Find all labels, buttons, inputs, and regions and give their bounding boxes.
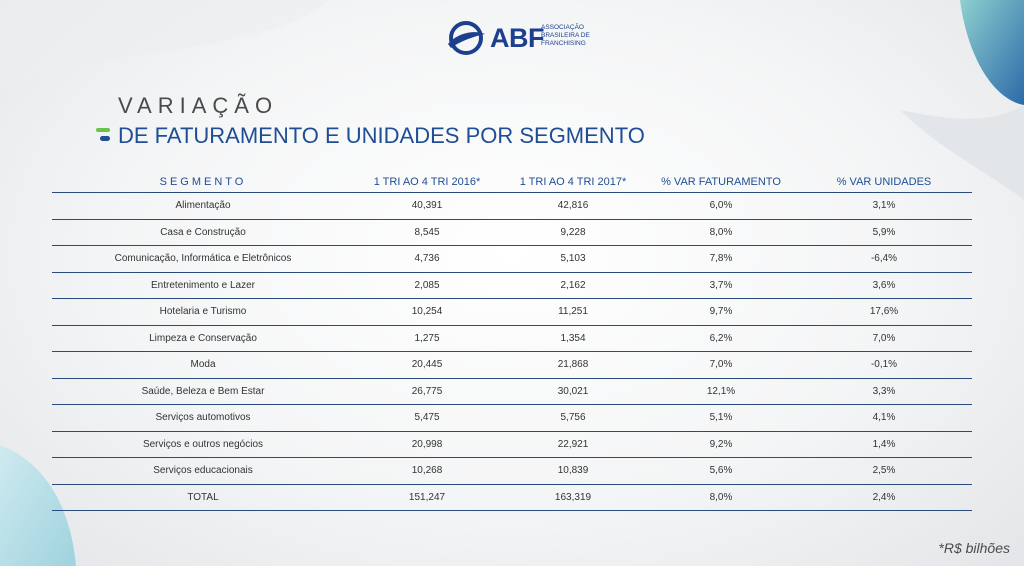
- cell-segment: Moda: [52, 351, 354, 379]
- cell-2017: 10,839: [500, 457, 646, 485]
- cell-var-unidades: 3,6%: [796, 272, 972, 299]
- cell-var-unidades: 2,5%: [796, 457, 972, 485]
- cell-var-unidades: -0,1%: [796, 351, 972, 379]
- cell-segment: Alimentação: [52, 192, 354, 220]
- cell-var-unidades: 17,6%: [796, 298, 972, 326]
- cell-var-unidades: 2,4%: [796, 484, 972, 511]
- title-accent-icon: [96, 128, 110, 141]
- cell-segment: Limpeza e Conservação: [52, 325, 354, 352]
- cell-segment: Hotelaria e Turismo: [52, 298, 354, 326]
- cell-var-faturamento: 7,0%: [646, 351, 796, 379]
- cell-2016: 10,254: [354, 298, 500, 326]
- header-var-faturamento: % VAR FATURAMENTO: [646, 172, 796, 193]
- cell-segment: Serviços e outros negócios: [52, 431, 354, 458]
- logo-subtitle-line: BRASILEIRA DE: [541, 32, 590, 39]
- table-row: Alimentação 40,391 42,816 6,0% 3,1%: [52, 192, 972, 220]
- table-row: Saúde, Beleza e Bem Estar 26,775 30,021 12,…: [52, 378, 972, 405]
- table-row: Limpeza e Conservação 1,275 1,354 6,2% 7,0%: [52, 325, 972, 352]
- cell-var-unidades: 3,1%: [796, 192, 972, 220]
- title-line-2: DE FATURAMENTO E UNIDADES POR SEGMENTO: [118, 123, 645, 148]
- cell-var-faturamento: 7,8%: [646, 245, 796, 273]
- abf-logo-text: ABF: [490, 23, 545, 53]
- abf-logo-subtitle: ASSOCIAÇÃO BRASILEIRA DE FRANCHISING: [541, 24, 611, 48]
- cell-var-unidades: 7,0%: [796, 325, 972, 352]
- logo-subtitle-line: FRANCHISING: [541, 40, 586, 47]
- cell-2017: 9,228: [500, 219, 646, 246]
- cell-2016: 4,736: [354, 245, 500, 273]
- cell-2017: 1,354: [500, 325, 646, 352]
- header-2016: 1 TRI AO 4 TRI 2016*: [354, 172, 500, 193]
- cell-var-unidades: 4,1%: [796, 404, 972, 432]
- cell-segment: Comunicação, Informática e Eletrônicos: [52, 245, 354, 273]
- cell-var-unidades: 3,3%: [796, 378, 972, 405]
- footnote: *R$ bilhões: [938, 540, 1010, 556]
- cell-2017: 42,816: [500, 192, 646, 220]
- abf-logo: ABF ASSOCIAÇÃO BRASILEIRA DE FRANCHISING: [446, 18, 606, 58]
- cell-var-faturamento: 9,2%: [646, 431, 796, 458]
- cell-var-faturamento: 12,1%: [646, 378, 796, 405]
- title-line-1: VARIAÇÃO: [118, 93, 279, 118]
- cell-2017: 163,319: [500, 484, 646, 511]
- table-row: Moda 20,445 21,868 7,0% -0,1%: [52, 351, 972, 379]
- cell-2017: 30,021: [500, 378, 646, 405]
- cell-2016: 40,391: [354, 192, 500, 220]
- cell-2016: 1,275: [354, 325, 500, 352]
- table-row: Entretenimento e Lazer 2,085 2,162 3,7% 3,6%: [52, 272, 972, 299]
- abf-globe-icon: [448, 21, 485, 55]
- table-row: Casa e Construção 8,545 9,228 8,0% 5,9%: [52, 219, 972, 246]
- cell-segment: Serviços educacionais: [52, 457, 354, 485]
- table-row: TOTAL 151,247 163,319 8,0% 2,4%: [52, 484, 972, 511]
- cell-var-unidades: 5,9%: [796, 219, 972, 246]
- cell-segment: Serviços automotivos: [52, 404, 354, 432]
- cell-var-faturamento: 8,0%: [646, 484, 796, 511]
- cell-2016: 5,475: [354, 404, 500, 432]
- cell-2016: 2,085: [354, 272, 500, 299]
- cell-2016: 20,998: [354, 431, 500, 458]
- table-row: Comunicação, Informática e Eletrônicos 4,…: [52, 245, 972, 273]
- cell-2016: 10,268: [354, 457, 500, 485]
- table-row: Serviços educacionais 10,268 10,839 5,6% 2,5…: [52, 457, 972, 485]
- cell-var-unidades: -6,4%: [796, 245, 972, 273]
- table-header-row: SEGMENTO 1 TRI AO 4 TRI 2016* 1 TRI AO 4…: [52, 172, 972, 193]
- cell-var-faturamento: 5,1%: [646, 404, 796, 432]
- logo-subtitle-line: ASSOCIAÇÃO: [541, 24, 584, 31]
- table-row: Serviços e outros negócios 20,998 22,921 9,…: [52, 431, 972, 458]
- table-row: Hotelaria e Turismo 10,254 11,251 9,7% 17,6%: [52, 298, 972, 326]
- cell-2017: 11,251: [500, 298, 646, 326]
- cell-var-faturamento: 9,7%: [646, 298, 796, 326]
- cell-2016: 20,445: [354, 351, 500, 379]
- cell-var-faturamento: 6,0%: [646, 192, 796, 220]
- cell-segment: Casa e Construção: [52, 219, 354, 246]
- header-var-unidades: % VAR UNIDADES: [796, 172, 972, 193]
- table-row: Serviços automotivos 5,475 5,756 5,1% 4,1%: [52, 404, 972, 432]
- cell-2017: 5,756: [500, 404, 646, 432]
- cell-2017: 2,162: [500, 272, 646, 299]
- cell-2017: 22,921: [500, 431, 646, 458]
- header-segmento: SEGMENTO: [52, 172, 354, 193]
- cell-2016: 151,247: [354, 484, 500, 511]
- cell-var-faturamento: 8,0%: [646, 219, 796, 246]
- cell-segment: TOTAL: [52, 484, 354, 511]
- cell-2017: 5,103: [500, 245, 646, 273]
- cell-var-faturamento: 5,6%: [646, 457, 796, 485]
- cell-var-faturamento: 6,2%: [646, 325, 796, 352]
- cell-var-unidades: 1,4%: [796, 431, 972, 458]
- cell-2017: 21,868: [500, 351, 646, 379]
- header-2017: 1 TRI AO 4 TRI 2017*: [500, 172, 646, 193]
- cell-2016: 8,545: [354, 219, 500, 246]
- cell-2016: 26,775: [354, 378, 500, 405]
- cell-segment: Saúde, Beleza e Bem Estar: [52, 378, 354, 405]
- cell-var-faturamento: 3,7%: [646, 272, 796, 299]
- table-body: Alimentação 40,391 42,816 6,0% 3,1% Casa e Co…: [52, 192, 972, 511]
- cell-segment: Entretenimento e Lazer: [52, 272, 354, 299]
- segment-table: SEGMENTO 1 TRI AO 4 TRI 2016* 1 TRI AO 4…: [52, 172, 972, 511]
